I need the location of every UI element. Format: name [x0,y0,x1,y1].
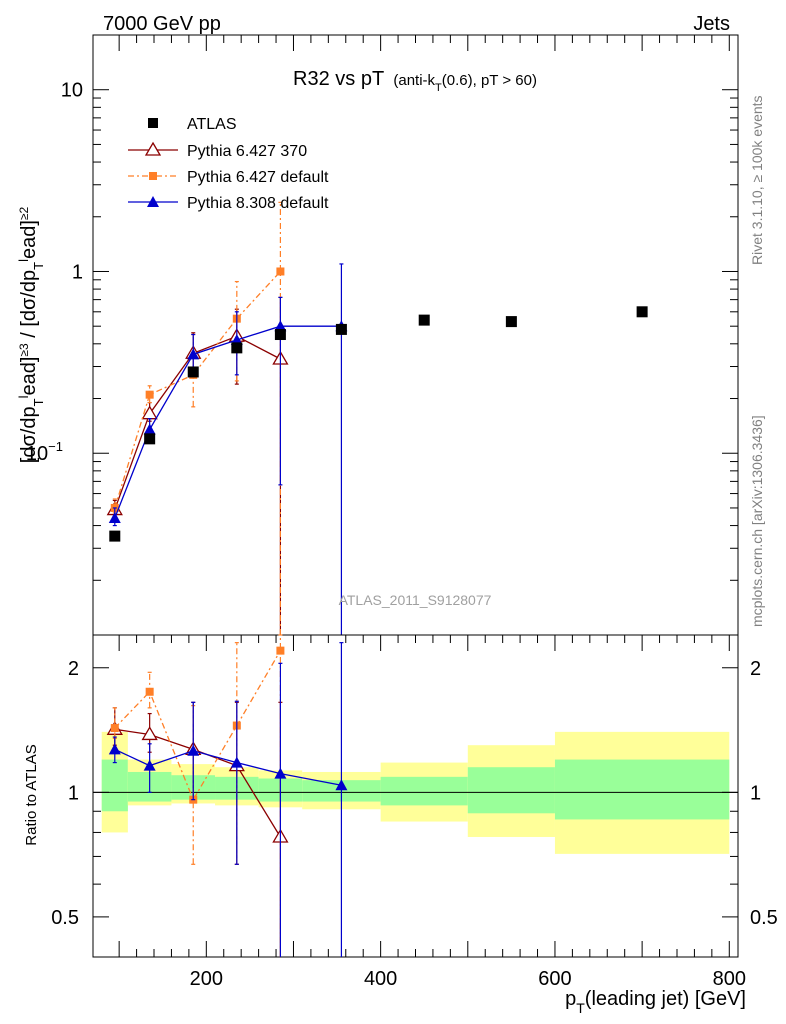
main-pythia-8-308-default-series [108,263,348,635]
analysis-id-watermark: ATLAS_2011_S9128077 [339,592,492,608]
legend-marker-atlas [148,118,158,128]
chart-title: R32 vs pT (anti-kT(0.6), pT > 60) [293,68,537,94]
main-y-tick-label-exp: −1 [48,439,63,454]
main-pythia-6-427-default-marker [145,390,154,399]
legend: ATLAS Pythia 6.427 370 Pythia 6.427 defa… [128,116,329,212]
legend-marker-pythia6-default [149,172,157,180]
ratio-band-green [101,759,128,812]
legend-label-pythia6-370: Pythia 6.427 370 [187,143,307,160]
ratio-band-green [380,776,468,806]
main-atlas-marker [274,329,286,341]
legend-label-pythia8: Pythia 8.308 default [187,195,329,212]
ratio-pythia-6-427-default-marker [110,724,119,733]
ratio-uncertainty-bands [101,731,730,854]
ratio-band-green [554,759,730,820]
ratio-y-tick-label: 0.5 [51,907,79,929]
main-atlas-marker [505,316,517,328]
ratio-y-tick-label: 2 [68,658,79,680]
main-atlas-marker [187,366,199,378]
ratio-plot-panel: 0.5 0.5 1 1 2 2 200 400 600 800 Ratio to ATLAS p… [23,35,778,1016]
main-pythia-6-427-default-marker [276,267,285,276]
x-axis: 200 400 600 800 [118,35,746,990]
main-atlas-marker [231,342,243,354]
main-series-group [106,201,648,635]
ratio-pythia-8-308-default-line [114,748,342,786]
main-pythia-6-427-370-line [114,335,281,510]
ratio-pythia-6-427-370-series [106,701,289,957]
chart-title-sub: (anti-kT(0.6), pT > 60) [393,72,537,94]
ratio-pythia-8-308-default-marker [143,759,156,771]
ratio-pythia-6-427-370-marker [141,726,158,741]
legend-item-pythia6-default: Pythia 6.427 default [128,169,329,186]
main-pythia-8-308-default-marker [274,320,287,332]
energy-label: 7000 GeV pp [103,13,221,35]
side-label-rivet: Rivet 3.1.10, ≥ 100k events [749,95,765,265]
legend-item-pythia8: Pythia 8.308 default [128,195,329,212]
ratio-pythia-8-308-default-marker [335,779,348,791]
ratio-pythia-6-427-default-marker [145,687,154,696]
side-label-mcplots: mcplots.cern.ch [arXiv:1306.3436] [749,415,765,627]
legend-label-atlas: ATLAS [187,116,237,133]
main-atlas-marker [636,306,648,318]
main-atlas-marker [109,530,121,542]
main-pythia-8-308-default-line [114,325,342,519]
chart-title-main: R32 vs pT [293,68,384,90]
ratio-pythia-6-427-default-line [114,650,281,802]
legend-label-pythia6-default: Pythia 6.427 default [187,169,329,186]
x-tick-label: 600 [538,968,571,990]
ratio-pythia-8-308-default-marker [108,743,121,755]
main-pythia-6-427-default-series [110,201,285,635]
x-tick-label: 400 [364,968,397,990]
ratio-pythia-8-308-default-series [108,642,348,957]
main-y-tick-label: 10−1 [26,439,63,465]
ratio-y-axis-label: Ratio to ATLAS [23,744,40,845]
ratio-y-tick-label-right: 0.5 [750,907,778,929]
main-atlas-marker [144,433,156,445]
ratio-pythia-8-308-default-marker [230,756,243,768]
legend-marker-pythia6-370 [144,141,162,156]
ratio-pythia-8-308-default-marker [187,744,200,756]
legend-marker-pythia8 [147,196,159,207]
main-atlas-marker [335,323,347,335]
x-tick-label: 200 [190,968,223,990]
main-y-tick-label: 1 [72,261,83,283]
ratio-y-axis: 0.5 0.5 1 1 2 2 [51,658,778,958]
main-atlas-marker [418,314,430,326]
main-atlas-series [109,306,648,542]
ratio-pythia-6-427-default-marker [276,646,285,655]
main-pythia-8-308-default-marker [143,423,156,435]
legend-item-atlas: ATLAS [148,116,237,133]
main-y-tick-label: 10 [61,80,83,102]
ratio-y-tick-label-right: 2 [750,658,761,680]
ratio-series-group [106,634,348,957]
ratio-y-tick-label-right: 1 [750,782,761,804]
main-pythia-6-427-default-line [114,271,281,509]
category-label: Jets [693,13,730,35]
ratio-y-tick-label: 1 [68,782,79,804]
ratio-pythia-8-308-default-marker [274,767,287,779]
x-tick-label: 800 [713,968,746,990]
main-y-axis-label: [dσ/dpTlead]≥3 / [dσ/dpTlead]≥2 [16,206,46,463]
x-axis-label: pT(leading jet) [GeV] [565,988,746,1016]
main-y-tick-label-base: 10 [26,443,48,465]
main-pythia-8-308-default-marker [187,348,200,360]
legend-item-pythia6-370: Pythia 6.427 370 [128,141,307,160]
main-pythia-8-308-default-marker [108,512,121,524]
ratio-band-green [467,767,555,814]
main-pythia-8-308-default-marker [230,333,243,345]
